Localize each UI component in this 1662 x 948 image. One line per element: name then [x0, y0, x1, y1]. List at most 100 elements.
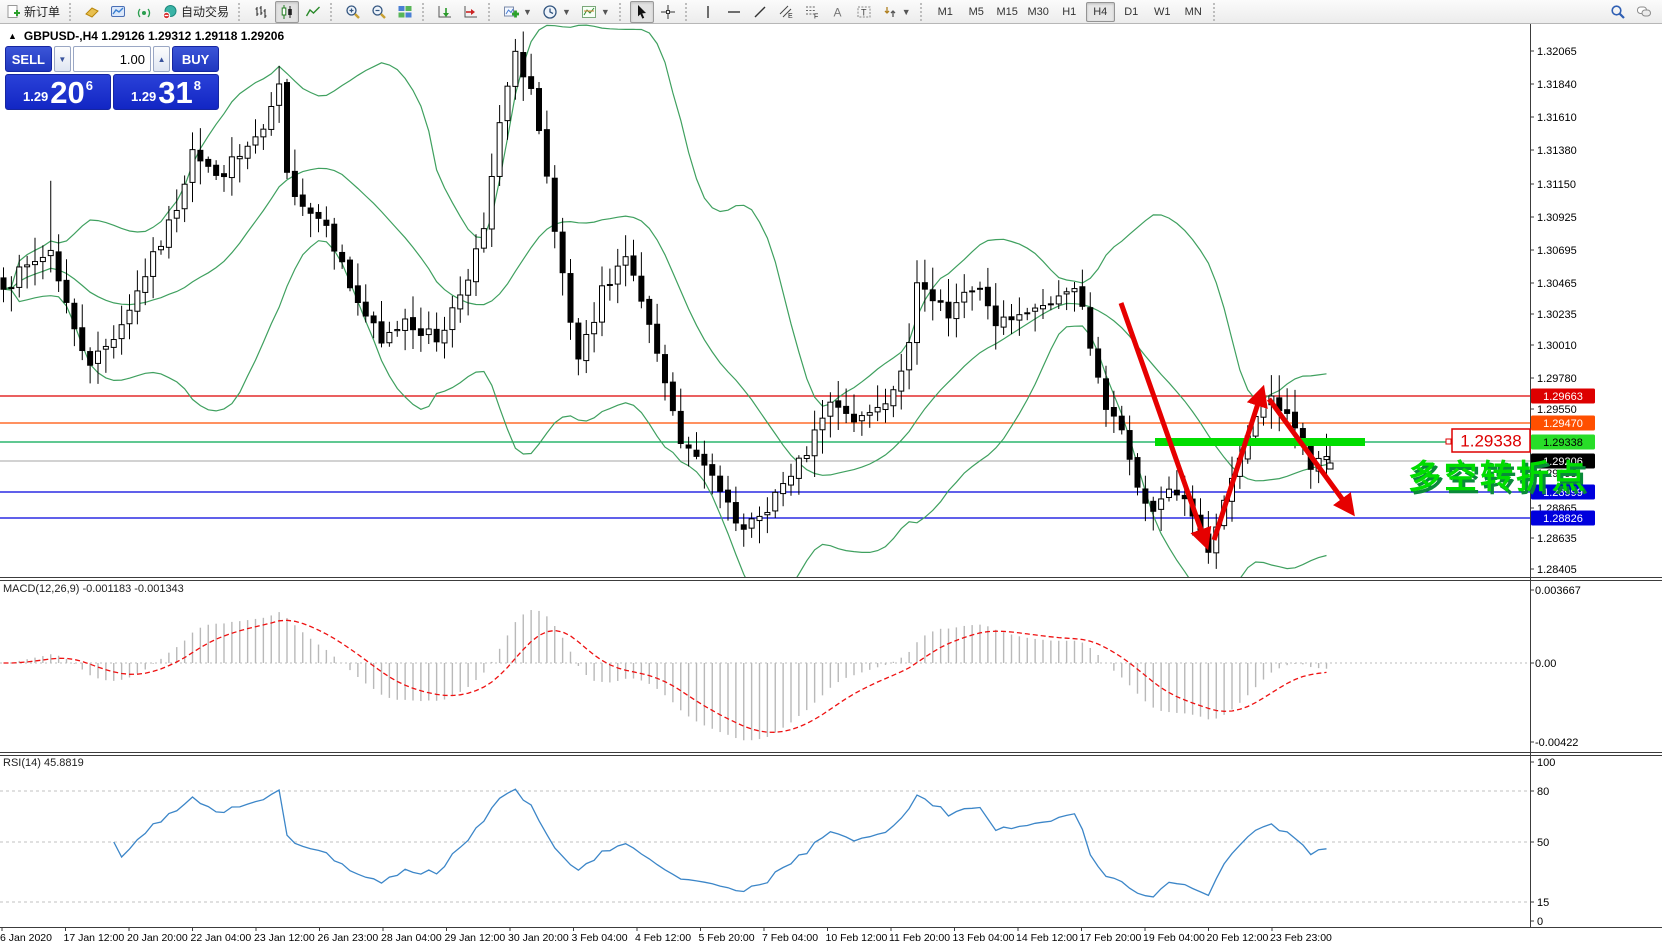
zoom-in-button[interactable]: [341, 1, 365, 23]
separator: [919, 2, 926, 21]
text-button[interactable]: A: [826, 1, 850, 23]
pane-separators[interactable]: [0, 23, 1662, 928]
metaeditor-icon: [85, 6, 99, 18]
svg-text:A: A: [833, 5, 841, 19]
price-axis[interactable]: 1.32065 1.31840 1.31610 1.31380 1.31150 1.309…: [1530, 46, 1581, 928]
tile-windows-button[interactable]: [393, 1, 417, 23]
svg-text:1.31150: 1.31150: [1537, 179, 1576, 191]
svg-text:1.30465: 1.30465: [1537, 278, 1577, 290]
timeframe-m30[interactable]: M30: [1027, 5, 1049, 18]
crosshair-button[interactable]: [656, 1, 680, 23]
dropdown-caret: ▼: [901, 6, 911, 17]
date-axis[interactable]: 6 Jan 2020 17 Jan 12:00 20 Jan 20:00 22 Jan…: [0, 927, 1332, 944]
timeframe-m5[interactable]: M5: [968, 5, 984, 18]
horizontal-line-icon: [727, 10, 740, 13]
timeframe-d1[interactable]: D1: [1124, 5, 1139, 18]
price-axis-badges: 1.29663 1.29470 1.29338 1.29206 1.28999 1.288…: [1531, 388, 1595, 526]
buy-price-display[interactable]: 1.29 31 8: [113, 74, 219, 110]
indicators-button[interactable]: ▼: [499, 1, 536, 23]
add-indicator-icon: [504, 6, 520, 17]
buy-price-prefix: 1.29: [130, 89, 157, 104]
search-button[interactable]: [1606, 1, 1630, 23]
svg-text:1.31840: 1.31840: [1537, 79, 1577, 91]
trendline-button[interactable]: [748, 1, 772, 23]
autotrading-button[interactable]: 自动交易: [158, 1, 233, 23]
svg-text:1.30695: 1.30695: [1537, 245, 1577, 257]
timeframe-m15[interactable]: M15: [996, 5, 1018, 18]
svg-text:15: 15: [1537, 897, 1549, 909]
dropdown-caret: ▼: [600, 6, 610, 17]
svg-text:1.29550: 1.29550: [1537, 404, 1577, 416]
buy-button[interactable]: BUY: [172, 46, 219, 72]
crosshair-icon: [660, 4, 675, 19]
timeframe-h4[interactable]: H4: [1085, 1, 1115, 22]
new-order-button[interactable]: 新订单: [1, 1, 64, 23]
templates-button[interactable]: ▼: [577, 1, 614, 23]
svg-text:100: 100: [1537, 757, 1555, 769]
green-support-bar: [1155, 438, 1365, 446]
signals-button[interactable]: [132, 1, 156, 23]
svg-text:80: 80: [1537, 786, 1549, 798]
volume-input[interactable]: [73, 46, 151, 72]
vertical-line-icon: [707, 5, 709, 18]
svg-text:13 Feb 04:00: 13 Feb 04:00: [953, 932, 1015, 944]
zoom-out-button[interactable]: [367, 1, 391, 23]
svg-text:1.29470: 1.29470: [1543, 418, 1583, 430]
timeframe-m1[interactable]: M1: [937, 5, 953, 18]
text-label-button[interactable]: T: [852, 1, 876, 23]
terminal-button[interactable]: [106, 1, 130, 23]
timeframe-h1[interactable]: H1: [1062, 5, 1077, 18]
sell-price-prefix: 1.29: [22, 89, 49, 104]
auto-scroll-icon: [438, 5, 452, 17]
separator: [618, 2, 625, 21]
equidistant-channel-button[interactable]: E: [774, 1, 798, 23]
candlestick-chart-button[interactable]: [275, 0, 300, 23]
svg-text:7 Feb 04:00: 7 Feb 04:00: [762, 932, 818, 944]
separator: [422, 2, 428, 21]
horizontal-line-button[interactable]: [722, 1, 746, 23]
autotrading-icon: [162, 4, 177, 19]
svg-text:10 Feb 12:00: 10 Feb 12:00: [826, 932, 888, 944]
cursor-icon: [637, 4, 646, 19]
svg-text:5 Feb 20:00: 5 Feb 20:00: [699, 932, 755, 944]
cn-annotation-shadow: 多空转折点: [1411, 461, 1591, 498]
bar-chart-button[interactable]: [249, 1, 273, 23]
symbol-ohlc-text: GBPUSD-,H4 1.29126 1.29312 1.29118 1.292…: [23, 29, 285, 43]
fibonacci-button[interactable]: F: [800, 1, 824, 23]
svg-text:4 Feb 12:00: 4 Feb 12:00: [635, 932, 691, 944]
svg-text:22 Jan 04:00: 22 Jan 04:00: [191, 932, 252, 944]
timeframe-mn[interactable]: MN: [1184, 5, 1202, 18]
svg-text:29 Jan 12:00: 29 Jan 12:00: [445, 932, 506, 944]
new-order-icon: [7, 4, 20, 18]
new-order-label: 新订单: [24, 5, 61, 19]
vertical-line-button[interactable]: [696, 1, 720, 23]
object-anchor-handle: [1326, 462, 1334, 470]
horizontal-level-lines[interactable]: [0, 395, 1530, 519]
chart-shift-button[interactable]: [459, 1, 483, 23]
cn-annotation-text[interactable]: 多空转折点: [1408, 458, 1588, 495]
volume-decrease-button[interactable]: ▼: [53, 46, 71, 72]
macd-indicator: [0, 610, 1530, 741]
sell-price-display[interactable]: 1.29 20 6: [5, 74, 111, 110]
auto-scroll-button[interactable]: [433, 1, 457, 23]
chat-button[interactable]: [1632, 1, 1656, 23]
timeframe-w1[interactable]: W1: [1153, 5, 1171, 18]
svg-text:E: E: [788, 13, 793, 20]
line-chart-button[interactable]: [301, 1, 325, 23]
svg-text:0.003667: 0.003667: [1535, 585, 1581, 597]
volume-increase-button[interactable]: ▲: [153, 46, 171, 72]
svg-text:1.29338: 1.29338: [1543, 437, 1583, 449]
cursor-button[interactable]: [629, 0, 654, 23]
metaeditor-button[interactable]: [80, 1, 104, 23]
sell-button[interactable]: SELL: [5, 46, 52, 72]
svg-text:20 Feb 12:00: 20 Feb 12:00: [1207, 932, 1269, 944]
arrows-button[interactable]: ▼: [878, 1, 915, 23]
svg-text:19 Feb 04:00: 19 Feb 04:00: [1143, 932, 1205, 944]
periods-button[interactable]: ▼: [538, 1, 575, 23]
svg-text:0.00: 0.00: [1535, 658, 1556, 670]
tile-windows-icon: [398, 5, 412, 17]
svg-text:1.28635: 1.28635: [1537, 533, 1577, 545]
price-label-box: [1451, 428, 1531, 453]
